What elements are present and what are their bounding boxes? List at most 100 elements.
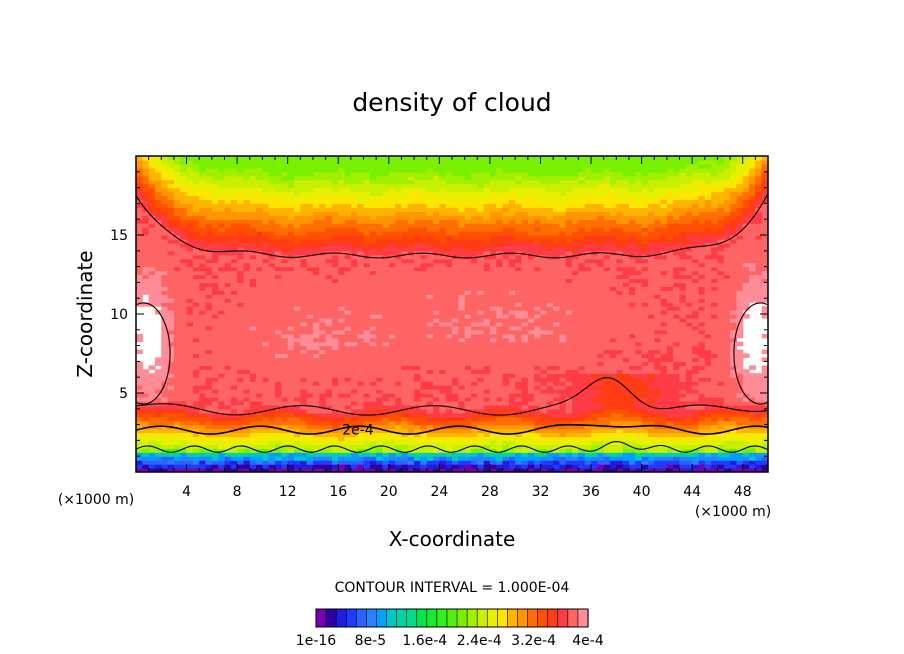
field-cell bbox=[388, 400, 396, 406]
field-cell bbox=[382, 385, 390, 390]
field-cell bbox=[287, 464, 295, 469]
field-cell bbox=[237, 365, 245, 370]
field-cell bbox=[458, 448, 466, 453]
field-cell bbox=[565, 298, 573, 303]
field-cell bbox=[136, 266, 143, 272]
field-cell bbox=[281, 408, 289, 414]
field-cell bbox=[319, 416, 327, 422]
field-cell bbox=[616, 353, 624, 359]
field-cell bbox=[180, 408, 188, 414]
field-cell bbox=[205, 306, 213, 311]
field-cell bbox=[685, 393, 693, 398]
field-cell bbox=[268, 440, 276, 445]
field-cell bbox=[211, 428, 219, 434]
field-cell bbox=[736, 377, 744, 382]
field-cell bbox=[572, 389, 579, 394]
field-cell bbox=[180, 290, 188, 295]
field-cell bbox=[521, 349, 529, 355]
field-cell bbox=[218, 393, 226, 398]
field-cell bbox=[136, 404, 143, 410]
field-cell bbox=[300, 314, 308, 319]
field-cell bbox=[369, 448, 377, 453]
field-cell bbox=[401, 404, 409, 410]
field-cell bbox=[401, 373, 409, 378]
field-cell bbox=[647, 393, 655, 398]
field-cell bbox=[426, 400, 434, 406]
field-cell bbox=[584, 310, 592, 315]
field-cell bbox=[717, 448, 725, 453]
field-cell bbox=[350, 404, 358, 410]
field-cell bbox=[173, 369, 181, 374]
field-cell bbox=[565, 400, 573, 406]
field-cell bbox=[647, 270, 655, 276]
field-cell bbox=[666, 444, 674, 449]
field-cell bbox=[679, 373, 687, 378]
field-cell bbox=[692, 385, 700, 390]
field-cell bbox=[426, 416, 434, 422]
field-cell bbox=[534, 464, 542, 469]
field-cell bbox=[211, 282, 219, 287]
field-cell bbox=[344, 464, 352, 469]
field-cell bbox=[635, 373, 643, 378]
field-cell bbox=[433, 385, 440, 390]
field-cell bbox=[180, 282, 188, 287]
field-cell bbox=[262, 321, 270, 327]
field-cell bbox=[496, 393, 504, 398]
field-cell bbox=[692, 468, 700, 472]
field-cell bbox=[515, 329, 523, 335]
field-cell bbox=[610, 294, 617, 299]
field-cell bbox=[597, 404, 605, 410]
field-cell bbox=[628, 314, 636, 319]
field-cell bbox=[654, 448, 662, 453]
field-cell bbox=[736, 428, 744, 434]
field-cell bbox=[761, 298, 768, 303]
field-cell bbox=[426, 420, 434, 426]
field-cell bbox=[458, 436, 466, 441]
field-cell bbox=[426, 408, 434, 414]
field-cell bbox=[723, 294, 731, 299]
field-cell bbox=[553, 468, 561, 472]
field-cell bbox=[597, 302, 605, 307]
field-cell bbox=[521, 286, 529, 291]
field-cell bbox=[502, 396, 510, 402]
field-cell bbox=[287, 329, 295, 335]
field-cell bbox=[496, 341, 504, 347]
field-cell bbox=[534, 369, 542, 374]
field-cell bbox=[591, 310, 598, 315]
field-cell bbox=[534, 341, 542, 347]
field-cell bbox=[401, 377, 409, 382]
field-cell bbox=[186, 448, 194, 453]
field-cell bbox=[647, 389, 655, 394]
field-cell bbox=[641, 317, 649, 323]
field-cell bbox=[521, 329, 529, 335]
field-cell bbox=[553, 456, 561, 461]
field-cell bbox=[540, 460, 548, 465]
field-cell bbox=[205, 290, 213, 295]
field-cell bbox=[294, 393, 301, 398]
field-cell bbox=[679, 341, 687, 347]
field-cell bbox=[407, 333, 415, 339]
field-cell bbox=[622, 464, 630, 469]
field-cell bbox=[363, 337, 371, 343]
field-cell bbox=[730, 357, 737, 362]
field-cell bbox=[433, 349, 440, 355]
field-cell bbox=[281, 416, 289, 422]
field-cell bbox=[730, 396, 737, 402]
field-cell bbox=[230, 381, 238, 386]
field-cell bbox=[136, 377, 143, 382]
field-cell bbox=[515, 321, 523, 327]
field-cell bbox=[559, 416, 567, 422]
field-cell bbox=[167, 337, 175, 343]
field-cell bbox=[287, 432, 295, 438]
field-cell bbox=[527, 361, 535, 366]
field-cell bbox=[489, 361, 497, 366]
field-cell bbox=[161, 369, 169, 374]
field-cell bbox=[230, 290, 238, 295]
field-cell bbox=[458, 385, 466, 390]
field-cell bbox=[736, 274, 744, 280]
field-cell bbox=[477, 317, 485, 323]
field-cell bbox=[603, 428, 611, 434]
field-cell bbox=[616, 452, 624, 457]
field-cell bbox=[439, 424, 447, 430]
field-cell bbox=[660, 306, 668, 311]
